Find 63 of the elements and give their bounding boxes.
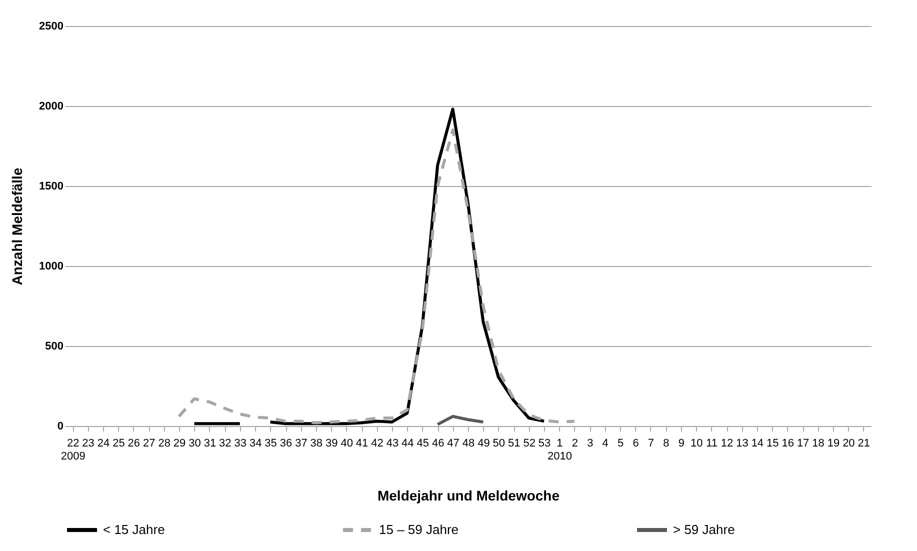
x-tick-label: 17 [796, 438, 810, 450]
x-tick-label: 12 [720, 438, 734, 450]
x-tick-label: 6 [632, 438, 639, 450]
line-series [436, 414, 485, 426]
x-tick-label: 29 [173, 438, 186, 450]
x-tick-label: 48 [462, 438, 475, 450]
x-tick-label: 47 [447, 438, 460, 450]
x-tick-label: 28 [158, 438, 170, 450]
x-tick-label: 33 [234, 438, 247, 450]
x-tick-label: 9 [678, 438, 684, 450]
x-tick-label: 3 [587, 438, 594, 450]
x-tick-label: 42 [371, 438, 384, 450]
x-tick-label: 37 [295, 438, 308, 450]
x-tick-label: 23 [82, 438, 94, 450]
x-tick-label: 39 [326, 438, 338, 450]
x-axis-title: Meldejahr und Meldewoche [377, 488, 560, 504]
x-tick-label: 27 [143, 438, 156, 450]
x-tick-label: 10 [690, 438, 703, 450]
x-tick-label: 5 [618, 438, 624, 450]
x-tick-label: 25 [112, 438, 125, 450]
x-tick-label: 7 [648, 438, 654, 450]
x-tick-label: 19 [827, 438, 840, 450]
x-tick-label: 49 [478, 438, 490, 450]
legend-label: < 15 Jahre [103, 522, 165, 537]
x-tick-label: 31 [204, 438, 216, 450]
x-tick-label: 16 [782, 438, 794, 450]
legend-label: > 59 Jahre [673, 522, 735, 537]
x-tick-label: 46 [432, 438, 444, 450]
x-tick-label: 13 [736, 438, 748, 450]
x-tick-label: 53 [538, 438, 551, 450]
y-tick-label: 2000 [39, 100, 64, 112]
y-axis-title: Anzahl Meldefälle [9, 168, 26, 286]
x-tick-label: 26 [128, 438, 140, 450]
y-tick-label: 0 [57, 420, 64, 432]
x-tick-label: 50 [492, 438, 506, 450]
x-tick-label: 34 [249, 438, 262, 450]
x-tick-label: 32 [219, 438, 232, 450]
x-tick-label: 51 [508, 438, 520, 450]
x-tick-label: 14 [751, 438, 764, 450]
x-tick-label: 11 [706, 438, 718, 450]
x-tick-label: 30 [188, 438, 201, 450]
x-tick-label: 8 [663, 438, 670, 450]
x-tick-label: 4 [602, 438, 608, 450]
y-tick-label: 1500 [39, 180, 64, 192]
x-tick-label: 44 [402, 438, 414, 450]
x-tick-label: 2 [572, 438, 578, 450]
x-tick-label: 20 [842, 438, 855, 450]
x-tick-label: 38 [310, 438, 323, 450]
x-tick-label: 21 [858, 438, 870, 450]
x-tick-label: 45 [416, 438, 429, 450]
x-tick-label: 43 [386, 438, 399, 450]
x-tick-label: 18 [812, 438, 824, 450]
x-tick-label: 24 [97, 438, 110, 450]
y-tick-label: 1000 [39, 260, 64, 272]
x-tick-label: 52 [523, 438, 536, 450]
x-tick-label: 35 [264, 438, 277, 450]
x-tick-label: 36 [280, 438, 292, 450]
legend-label: 15 – 59 Jahre [379, 522, 459, 537]
y-tick-label: 2500 [39, 20, 64, 32]
y-tick-label: 500 [45, 340, 64, 352]
x-tick-label: 15 [766, 438, 779, 450]
x-tick-label: 40 [340, 438, 353, 450]
x-tick-label: 41 [356, 438, 368, 450]
